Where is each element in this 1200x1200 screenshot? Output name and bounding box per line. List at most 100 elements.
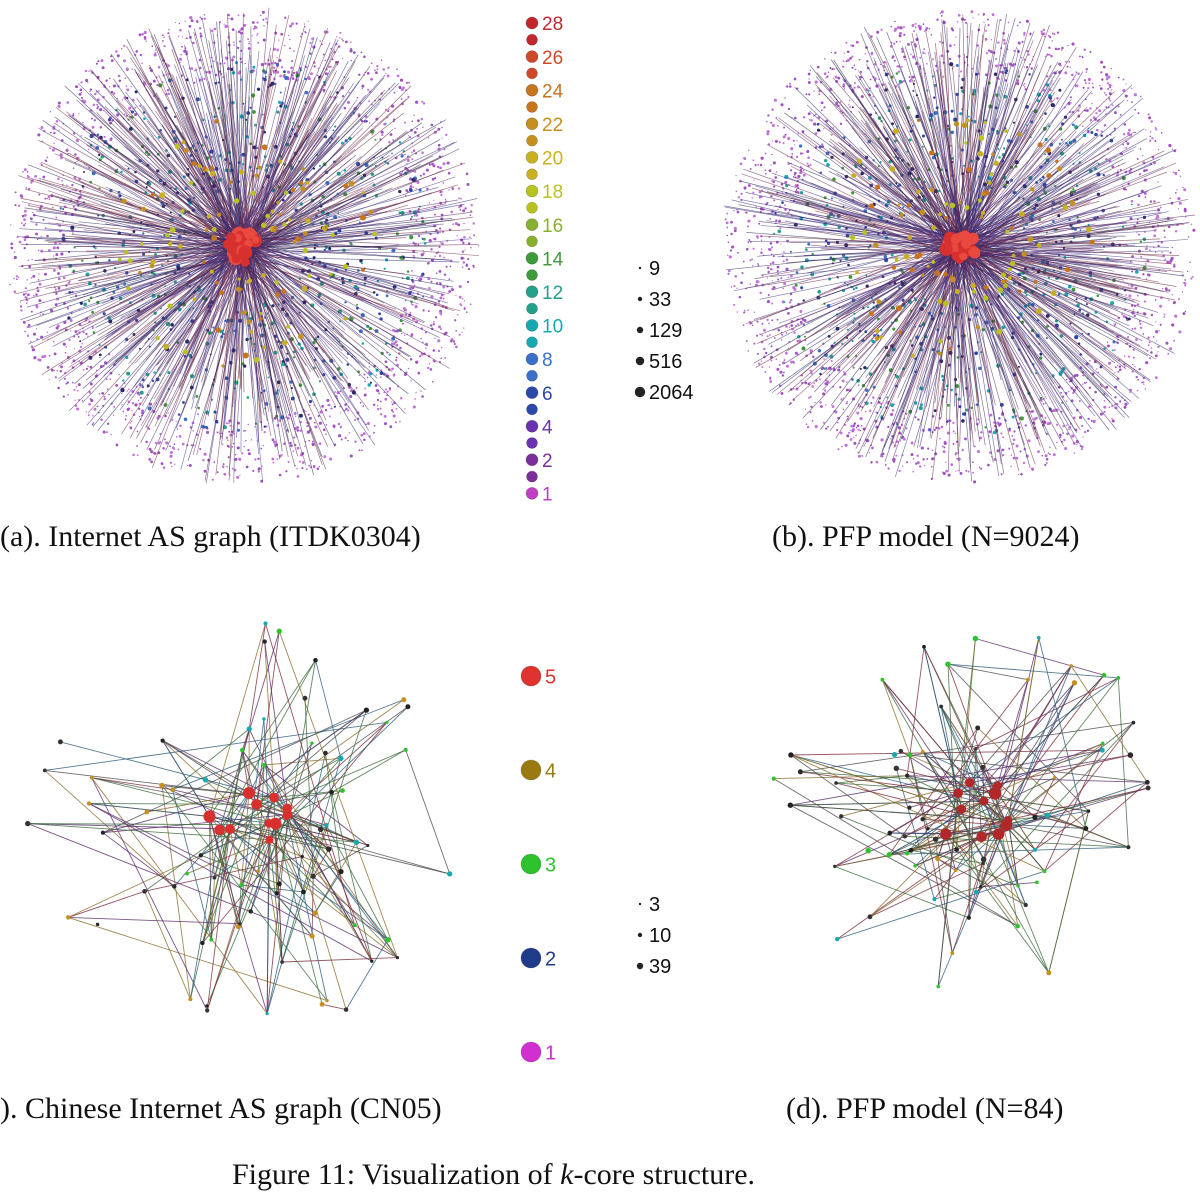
node-dot <box>56 370 58 372</box>
node-dot <box>51 148 55 152</box>
node-dot <box>150 460 153 464</box>
node-dot <box>197 413 199 416</box>
edge <box>239 237 407 247</box>
node-dot <box>807 164 810 167</box>
node-dot <box>751 258 753 261</box>
node-dot <box>384 360 388 364</box>
node-dot <box>13 290 16 293</box>
node-dot <box>757 264 760 267</box>
node-dot <box>375 368 379 372</box>
edge <box>251 256 393 372</box>
node-dot <box>32 274 36 278</box>
edge <box>240 237 406 414</box>
node-dot <box>1139 148 1142 150</box>
node-dot <box>439 190 442 194</box>
node-dot <box>1103 399 1106 402</box>
node-dot <box>228 419 232 423</box>
node-dot <box>766 318 769 321</box>
node-dot <box>1052 453 1056 457</box>
node-dot <box>89 88 93 91</box>
node-dot <box>442 182 444 184</box>
node-dot <box>941 445 944 448</box>
node-dot <box>318 380 322 383</box>
node-dot <box>813 90 815 92</box>
node-dot <box>1100 71 1103 74</box>
node-dot <box>784 133 787 136</box>
node-dot <box>964 437 967 441</box>
node-dot <box>307 274 312 278</box>
node-dot <box>354 440 357 443</box>
node-dot <box>154 442 157 444</box>
edge <box>204 244 247 481</box>
node-dot <box>883 61 886 64</box>
node-dot <box>1143 383 1145 385</box>
node-dot <box>14 191 17 194</box>
node-dot <box>783 371 785 374</box>
edge <box>150 245 234 341</box>
node-dot <box>841 445 843 448</box>
node-dot <box>101 392 105 395</box>
node-dot <box>1168 299 1170 302</box>
node-dot <box>1098 109 1102 113</box>
node-dot <box>1108 406 1111 409</box>
node-dot <box>457 223 461 227</box>
node-dot <box>138 407 141 410</box>
node-dot <box>30 310 33 313</box>
edge <box>234 251 418 254</box>
node-dot <box>173 115 177 118</box>
node-dot <box>306 424 309 428</box>
node-dot <box>34 175 37 178</box>
node-dot <box>121 403 123 406</box>
node-dot <box>248 41 250 43</box>
node-dot <box>37 279 40 281</box>
node-dot <box>42 313 45 316</box>
node-dot <box>211 235 217 242</box>
node-dot <box>47 195 51 199</box>
node-dot <box>793 331 796 334</box>
node-dot <box>942 75 945 78</box>
node-dot <box>80 91 83 94</box>
node-dot <box>1023 66 1026 68</box>
node-dot <box>379 400 382 403</box>
node-dot <box>52 206 54 209</box>
node-dot <box>59 369 63 373</box>
node-dot <box>198 98 201 101</box>
node-dot <box>179 29 182 32</box>
edge <box>253 105 358 244</box>
node-dot <box>1013 50 1016 52</box>
node-dot <box>1157 181 1159 183</box>
node-dot <box>853 441 857 445</box>
node-dot <box>421 237 424 241</box>
node-dot <box>88 320 91 323</box>
node-dot <box>770 359 773 362</box>
node-dot <box>976 449 981 454</box>
node-dot <box>1172 171 1175 173</box>
node-dot <box>391 248 396 253</box>
node-dot <box>232 55 236 59</box>
node-dot <box>15 275 19 278</box>
node-dot <box>875 460 879 464</box>
node-dot <box>297 333 304 340</box>
edge <box>228 239 252 475</box>
node-dot <box>419 355 422 358</box>
node-dot <box>943 441 947 445</box>
node-dot <box>173 443 176 446</box>
node-dot <box>426 187 429 190</box>
edge <box>151 256 244 381</box>
node-dot <box>441 191 444 193</box>
node-dot <box>1124 402 1128 406</box>
node-dot <box>296 468 298 470</box>
node-dot <box>177 243 183 249</box>
node-dot <box>35 293 38 296</box>
node-dot <box>881 455 884 458</box>
node-dot <box>1085 303 1088 306</box>
node-dot <box>1023 31 1026 34</box>
node-dot <box>188 464 192 467</box>
node-dot <box>440 217 444 221</box>
node-dot <box>948 57 952 61</box>
node-dot <box>818 378 821 381</box>
node-dot <box>70 330 72 332</box>
node-dot <box>837 421 839 424</box>
node-dot <box>1010 465 1012 468</box>
edge <box>178 97 239 240</box>
